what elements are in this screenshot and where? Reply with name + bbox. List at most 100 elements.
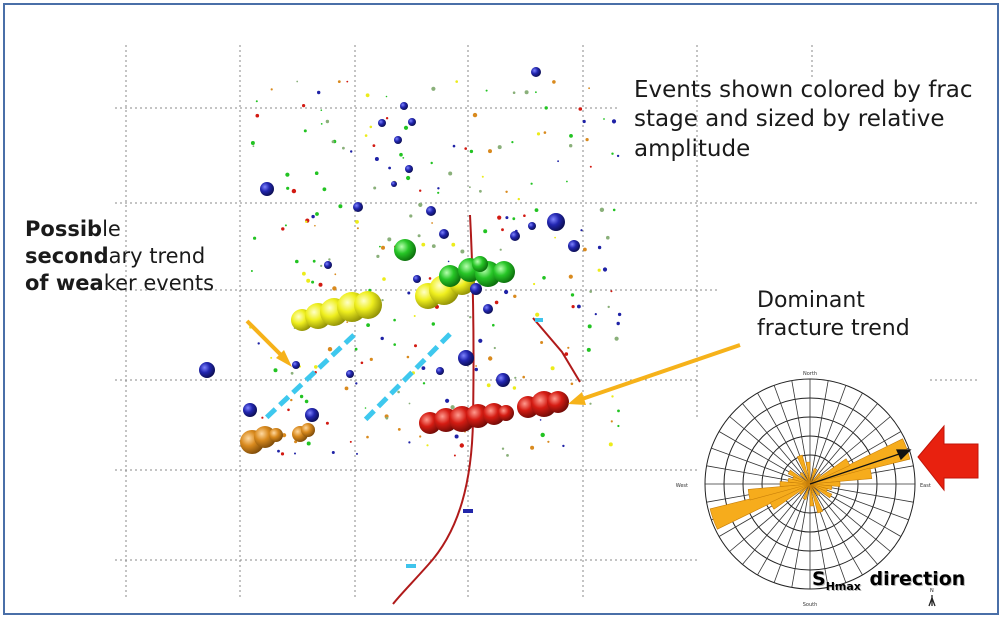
small-event	[469, 186, 471, 189]
small-event	[492, 323, 495, 327]
small-event	[431, 222, 433, 224]
small-event	[331, 451, 335, 454]
small-event	[421, 366, 426, 370]
small-event	[469, 149, 474, 154]
small-event	[616, 321, 620, 326]
small-event	[369, 125, 373, 129]
small-event	[514, 376, 517, 379]
shmax-direction-label: SHmax direction	[812, 568, 965, 593]
small-event	[287, 408, 290, 412]
small-event	[455, 80, 459, 83]
secondary-trend-label: Possible secondary trend of weaker event…	[25, 216, 265, 297]
rose-petal	[809, 483, 821, 496]
small-event	[381, 299, 384, 302]
small-event	[295, 259, 299, 264]
small-event	[517, 197, 520, 201]
rose-petal	[809, 438, 911, 485]
small-event	[557, 160, 559, 163]
small-event	[379, 245, 381, 248]
small-event	[311, 280, 315, 284]
small-event	[448, 171, 453, 176]
small-event	[566, 180, 568, 183]
small-event	[314, 224, 316, 227]
small-event	[562, 444, 565, 448]
small-event	[302, 271, 306, 276]
small-event	[497, 145, 502, 150]
small-event	[380, 336, 384, 341]
small-event	[554, 236, 556, 239]
small-event	[277, 449, 280, 453]
small-event	[422, 382, 426, 385]
small-event	[586, 347, 591, 352]
small-event	[328, 258, 331, 261]
small-event	[305, 220, 308, 223]
secondary-label-part: second	[25, 243, 109, 268]
orange-events	[240, 423, 315, 454]
small-event	[617, 312, 622, 317]
small-event	[611, 152, 614, 155]
small-event	[369, 357, 373, 361]
small-event	[483, 229, 488, 234]
rose-petal	[798, 483, 811, 496]
small-event	[273, 368, 278, 373]
secondary-label-part: of wea	[25, 270, 104, 295]
small-event	[454, 434, 459, 439]
small-event	[533, 282, 536, 286]
small-event	[403, 125, 409, 130]
small-event	[360, 361, 364, 365]
small-event	[447, 260, 450, 263]
small-event	[364, 407, 367, 409]
small-event	[382, 277, 386, 281]
small-event	[497, 215, 502, 220]
small-event	[426, 444, 429, 447]
small-event	[364, 134, 368, 137]
small-event	[504, 289, 509, 295]
secondary-trend-lines	[264, 332, 452, 422]
small-event	[409, 214, 413, 218]
small-event	[286, 186, 290, 190]
small-event	[282, 433, 287, 438]
small-event	[285, 172, 290, 177]
small-event	[385, 95, 388, 98]
small-event	[381, 245, 385, 250]
small-event	[452, 144, 456, 148]
small-event	[356, 227, 359, 230]
small-event	[597, 245, 602, 250]
rose-petal	[809, 483, 815, 507]
small-event	[588, 87, 590, 90]
small-event	[413, 315, 416, 317]
small-event	[253, 236, 257, 240]
small-event	[388, 166, 391, 170]
small-event	[430, 161, 433, 165]
small-event	[365, 93, 370, 98]
rose-north-label: North	[803, 371, 817, 377]
perforation-marker	[463, 509, 473, 513]
small-event	[250, 270, 253, 272]
small-event	[408, 441, 411, 444]
small-event	[418, 202, 423, 207]
small-event	[320, 123, 323, 125]
rose-petal	[796, 454, 811, 485]
small-event	[578, 107, 583, 111]
small-event	[530, 182, 533, 185]
small-event	[568, 274, 573, 279]
small-event	[611, 119, 617, 124]
north-arrow-icon: N	[928, 588, 936, 607]
small-event	[397, 390, 400, 394]
small-event	[385, 416, 389, 420]
small-event	[479, 189, 482, 193]
rose-west-label: West	[676, 483, 688, 489]
small-event	[338, 204, 343, 209]
map-grid	[115, 45, 980, 600]
small-event	[499, 248, 502, 251]
small-event	[542, 276, 546, 280]
small-event	[299, 394, 304, 399]
rose-south-label: South	[803, 602, 818, 608]
small-event	[406, 175, 411, 181]
rose-petal	[809, 467, 873, 485]
secondary-label-part: le	[102, 217, 121, 241]
small-event	[585, 138, 589, 142]
small-event	[407, 291, 411, 295]
small-event	[569, 134, 573, 138]
small-event	[571, 305, 575, 309]
